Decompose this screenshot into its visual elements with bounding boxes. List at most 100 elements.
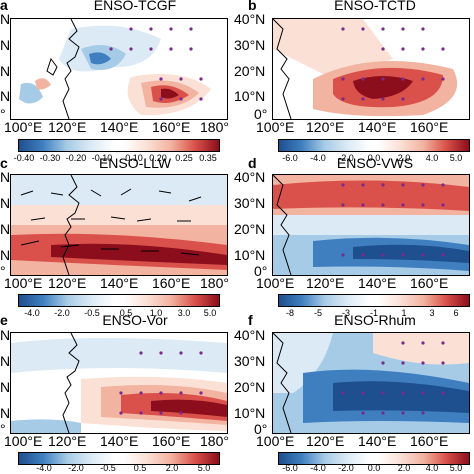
panel-title: ENSO-LLW [98, 155, 172, 171]
colorbar-tick: 5.0 [203, 308, 217, 318]
significance-dot [401, 361, 405, 365]
lat-tick: 30°N [234, 353, 266, 369]
lat-tick: ° [0, 106, 6, 122]
colorbar-tick: -4.0 [36, 463, 52, 473]
colorbar-tick: -2.0 [338, 463, 354, 473]
significance-dot [169, 47, 173, 51]
panel-label: b [248, 0, 257, 13]
colorbar-tick: -5 [313, 308, 323, 318]
colorbar-tick: -4.0 [310, 153, 326, 163]
lat-tick: N [0, 11, 11, 27]
colorbar [278, 294, 470, 307]
significance-dot [421, 341, 425, 345]
significance-dot [361, 183, 365, 187]
colorbar-tick: -0.40 [13, 153, 35, 163]
lat-tick: N [0, 37, 11, 53]
significance-dot [199, 77, 203, 81]
map-field [273, 175, 469, 275]
map-rhum [272, 332, 470, 434]
lat-tick: N [0, 88, 11, 104]
lat-tick: N [0, 405, 11, 421]
lat-tick: 10°N [234, 88, 266, 104]
lon-tick: 120°E [306, 275, 345, 291]
significance-dot [341, 253, 345, 257]
panel-title: ENSO-TCTD [334, 0, 416, 13]
panel-label: e [0, 312, 8, 328]
lon-tick: 160°E [410, 433, 449, 449]
significance-dot [129, 47, 133, 51]
colorbar-tick: -2.0 [54, 308, 70, 318]
colorbar [278, 139, 470, 152]
colorbar-tick: 2.0 [397, 153, 411, 163]
lon-tick: 100°E [4, 275, 43, 291]
colorbar-tick: -1 [369, 308, 379, 318]
significance-dot [441, 391, 445, 395]
significance-dot [421, 361, 425, 365]
significance-dot [441, 341, 445, 345]
panel-label: c [0, 155, 8, 171]
lon-tick: 160°E [410, 119, 449, 135]
lon-tick: 140°E [358, 275, 397, 291]
colorbar-tick: 5.0 [449, 153, 463, 163]
lat-tick: ° [0, 421, 6, 437]
significance-dot [381, 253, 385, 257]
lon-tick: 100°E [256, 433, 295, 449]
lat-tick: 30°N [234, 37, 266, 53]
colorbar-tick: 4.0 [425, 463, 439, 473]
lat-tick: 40°N [234, 11, 266, 27]
significance-dot [421, 27, 425, 31]
significance-dot [159, 351, 163, 355]
significance-dot [139, 391, 143, 395]
significance-dot [199, 351, 203, 355]
colorbar [18, 139, 220, 152]
significance-dot [341, 203, 345, 207]
significance-dot [421, 411, 425, 415]
lon-tick: 180° [200, 119, 229, 135]
colorbar-tick: -0.10 [91, 153, 113, 163]
colorbar-tick: -4.0 [24, 308, 40, 318]
colorbar-tick: 1 [401, 308, 407, 318]
significance-dot [361, 391, 365, 395]
lat-tick: N [0, 379, 11, 395]
colorbar-tick: 3.0 [177, 308, 191, 318]
lon-tick: 180° [200, 433, 229, 449]
significance-dot [381, 183, 385, 187]
significance-dot [179, 351, 183, 355]
significance-dot [401, 203, 405, 207]
significance-dot [119, 391, 123, 395]
significance-dot [341, 183, 345, 187]
colorbar [278, 452, 470, 465]
significance-dot [441, 47, 445, 51]
lon-tick: 160°E [152, 119, 191, 135]
lon-tick: 120°E [48, 119, 87, 135]
lon-tick: 140°E [358, 119, 397, 135]
significance-dot [401, 77, 405, 81]
significance-dot [179, 77, 183, 81]
lat-tick: 0° [254, 263, 268, 279]
significance-dot [401, 97, 405, 101]
colorbar-tick: 0.5 [119, 308, 133, 318]
colorbar-tick: 3 [429, 308, 435, 318]
colorbar-tick: -2.0 [68, 463, 84, 473]
significance-dot [159, 97, 163, 101]
colorbar-tick: 2.0 [165, 463, 179, 473]
significance-dot [361, 27, 365, 31]
colorbar-tick: 0.5 [133, 463, 147, 473]
significance-dot [139, 351, 143, 355]
colorbar-tick: 0.20 [149, 153, 167, 163]
colorbar [18, 294, 220, 307]
colorbar-tick: 6 [453, 308, 459, 318]
lat-tick: 0° [254, 421, 268, 437]
significance-dot [361, 77, 365, 81]
lon-tick: 140°E [100, 433, 139, 449]
significance-dot [199, 97, 203, 101]
map-vor [10, 332, 228, 434]
lon-tick: 100°E [4, 119, 43, 135]
significance-dot [139, 411, 143, 415]
significance-dot [401, 391, 405, 395]
colorbar-tick: -0.5 [84, 308, 100, 318]
significance-dot [159, 391, 163, 395]
colorbar [18, 452, 220, 465]
significance-dot [169, 27, 173, 31]
significance-dot [381, 361, 385, 365]
